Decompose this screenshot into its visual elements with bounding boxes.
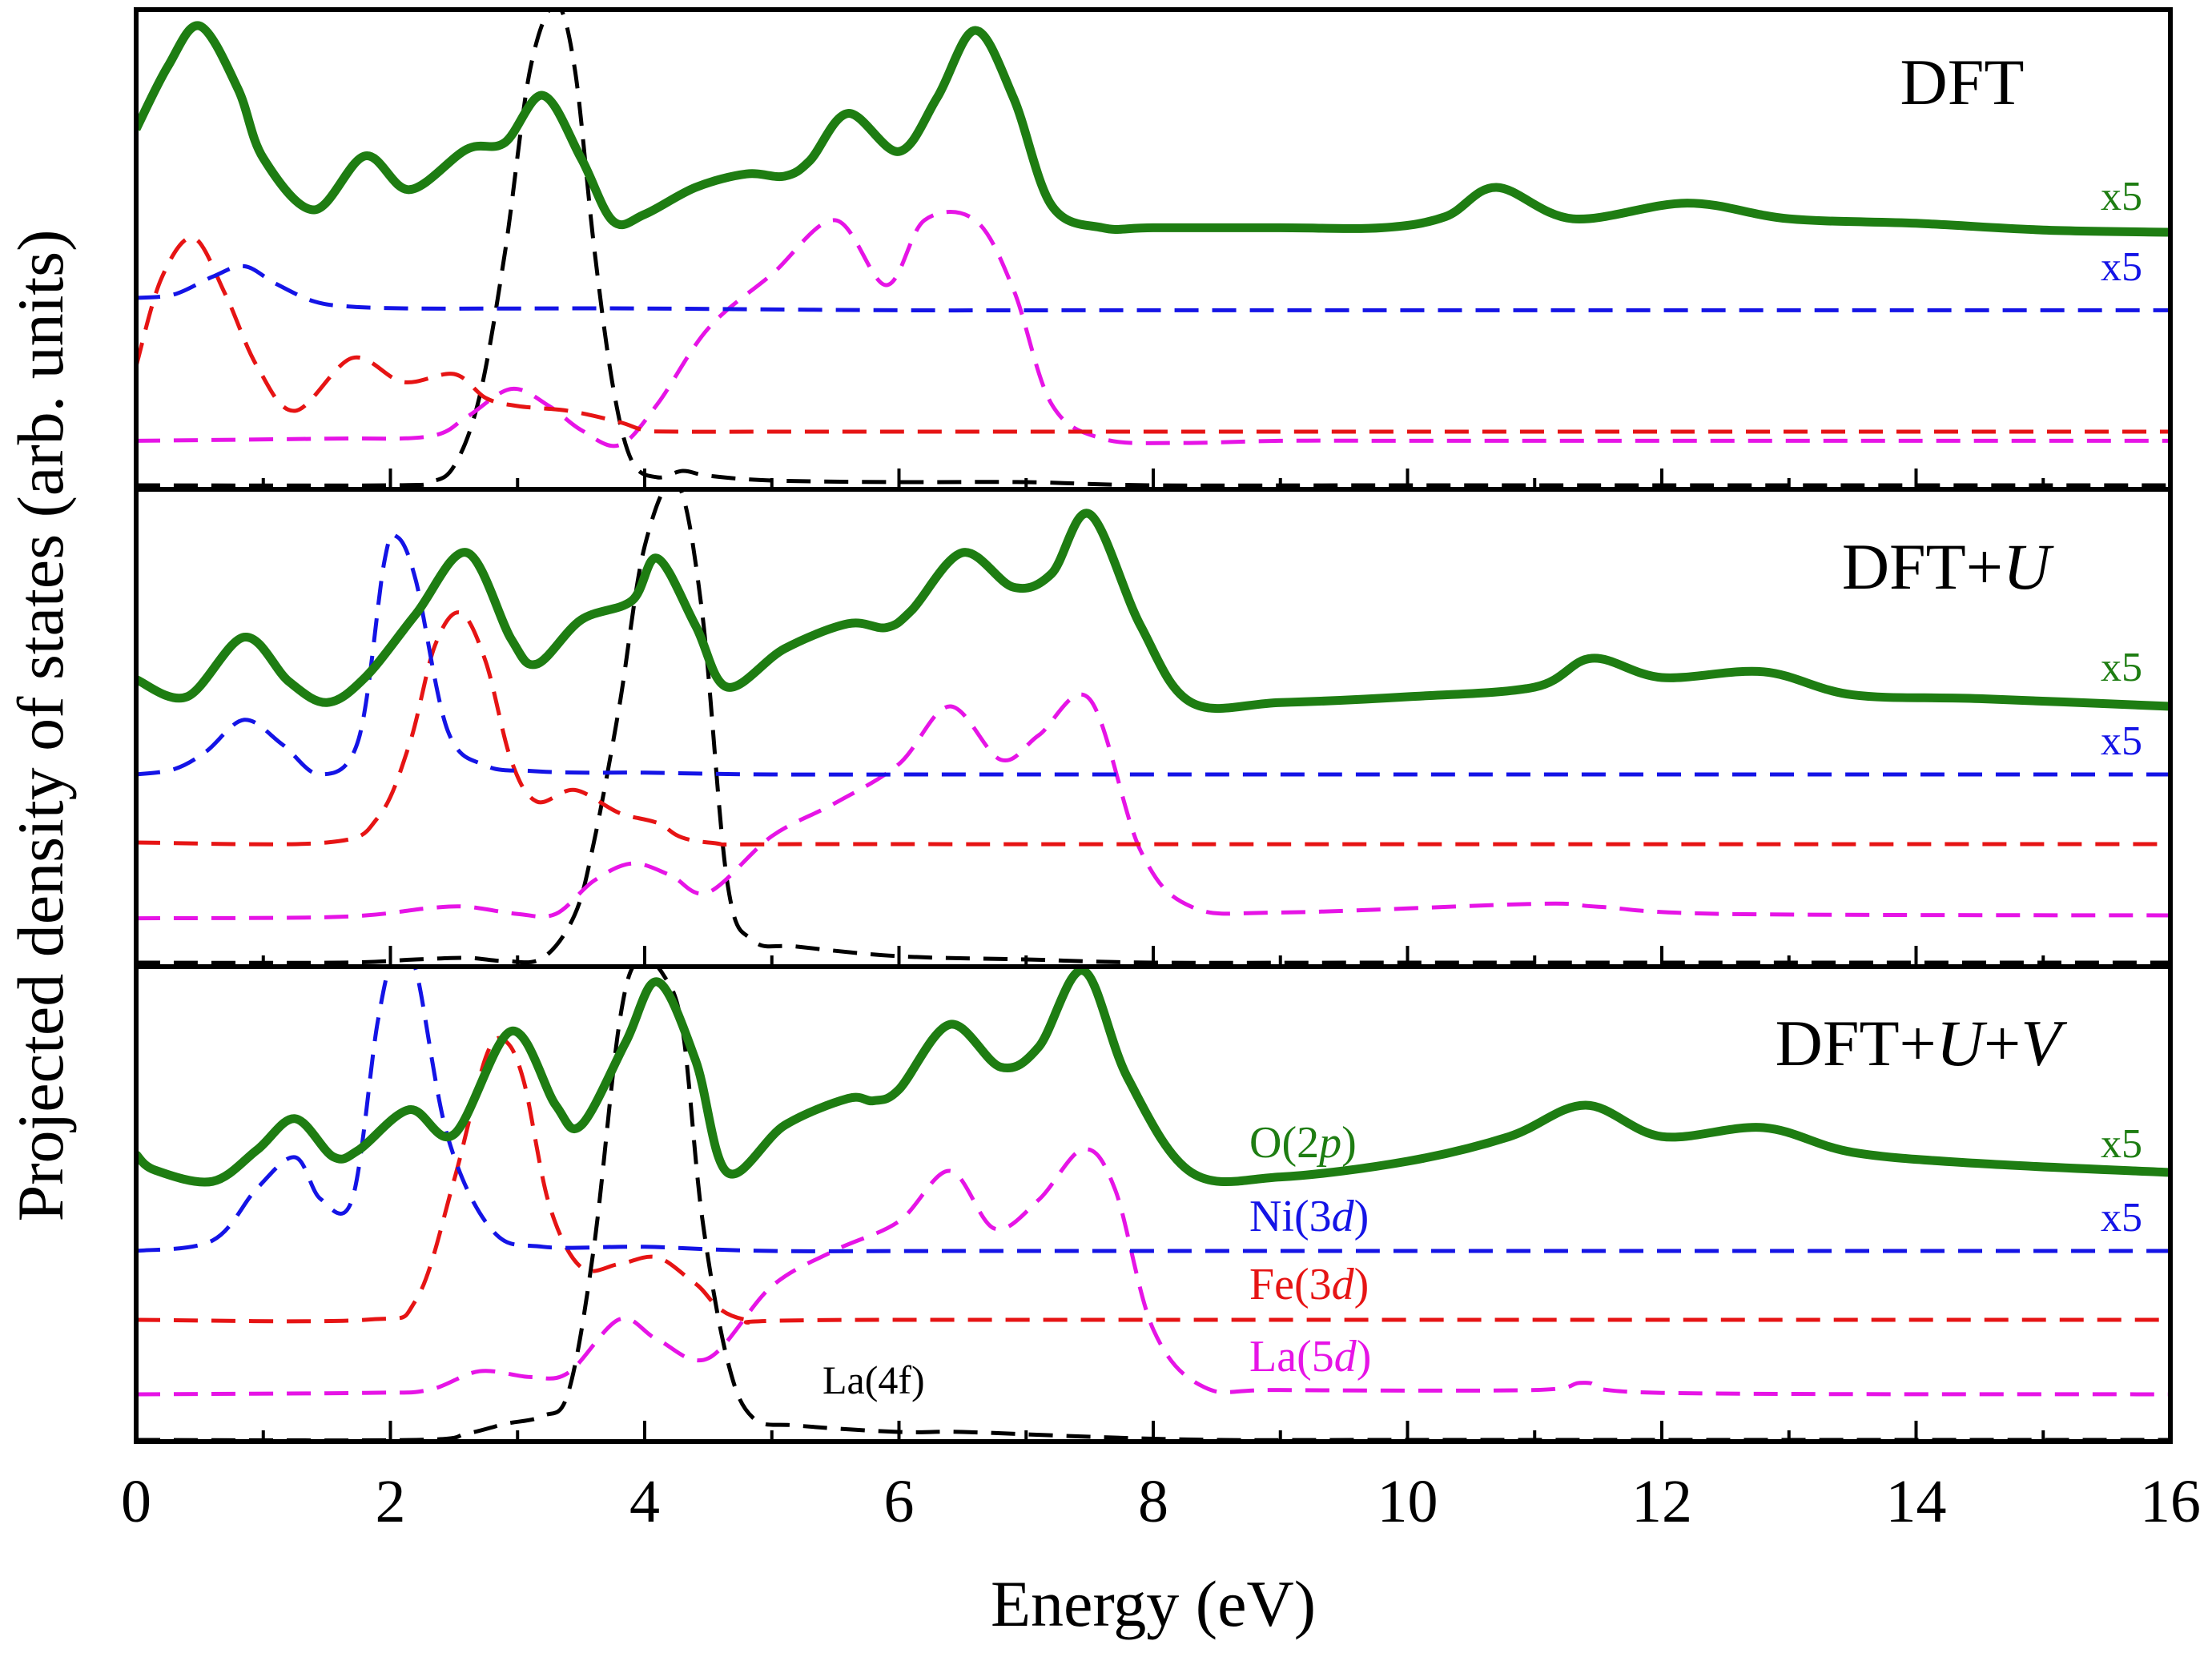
panel-3-multiplier-o2p: x5 <box>2101 1121 2142 1167</box>
text-layer: 0 2 4 6 8 10 12 14 16 Energy (eV) Projected densit… <box>4 46 2201 1640</box>
panel-3-series <box>136 967 2171 1442</box>
panel-2-multiplier-o2p: x5 <box>2101 645 2142 690</box>
x-tick-label: 12 <box>1631 1468 1692 1535</box>
panel-2-multiplier-ni3d: x5 <box>2101 718 2142 764</box>
legend-entry-fe-3d: Fe(3d) <box>1249 1260 1369 1309</box>
panel-1-multiplier-ni3d: x5 <box>2101 244 2142 290</box>
panel-2-label: DFT+U <box>1842 530 2054 603</box>
series-la-4f-panel-2 <box>136 490 2170 965</box>
series-ni-3d-panel-1 <box>136 263 2170 313</box>
panel-1-series <box>136 10 2171 488</box>
series-fe-3d-panel-1 <box>136 235 2170 434</box>
panel-1-multiplier-o2p: x5 <box>2101 174 2142 219</box>
series-la-5d-panel-3 <box>136 1147 2171 1397</box>
series-layer <box>136 10 2171 1442</box>
series-la-5d-panel-2 <box>136 692 2171 921</box>
x-tick-label: 8 <box>1138 1468 1168 1535</box>
x-tick-label: 2 <box>376 1468 406 1535</box>
series-o-2p-panel-2 <box>136 509 2171 714</box>
x-tick-label: 14 <box>1886 1468 1947 1535</box>
panel-1-label: DFT <box>1900 46 2025 119</box>
series-la-4f-panel-1 <box>136 10 2170 488</box>
x-tick-label: 4 <box>629 1468 660 1535</box>
legend-entry-la-5d: La(5d) <box>1249 1332 1371 1381</box>
x-tick-label: 6 <box>884 1468 915 1535</box>
la4f-label: La(4f) <box>822 1357 925 1402</box>
y-axis-title: Projected density of states (arb. units) <box>4 230 77 1222</box>
series-fe-3d-panel-3 <box>136 1036 2170 1325</box>
x-tick-label: 10 <box>1377 1468 1438 1535</box>
series-o-2p-panel-3 <box>136 967 2171 1187</box>
series-ni-3d-panel-2 <box>136 533 2170 777</box>
panel-3-label: DFT+U+V <box>1776 1007 2068 1080</box>
series-la-5d-panel-1 <box>136 210 2170 448</box>
legend-entry-o-2p: O(2p) <box>1249 1118 1357 1168</box>
x-axis-title: Energy (eV) <box>991 1567 1316 1640</box>
x-tick-label: 0 <box>121 1468 151 1535</box>
series-o-2p-panel-1 <box>136 21 2171 237</box>
x-tick-label: 16 <box>2140 1468 2201 1535</box>
panel-2-series <box>136 490 2171 965</box>
series-ni-3d-panel-3 <box>136 967 2170 1253</box>
x-axis-ticks <box>135 469 2172 1442</box>
series-fe-3d-panel-2 <box>136 610 2171 847</box>
legend-entry-ni-3d: Ni(3d) <box>1249 1192 1369 1241</box>
panel-3-multiplier-ni3d: x5 <box>2101 1195 2142 1241</box>
